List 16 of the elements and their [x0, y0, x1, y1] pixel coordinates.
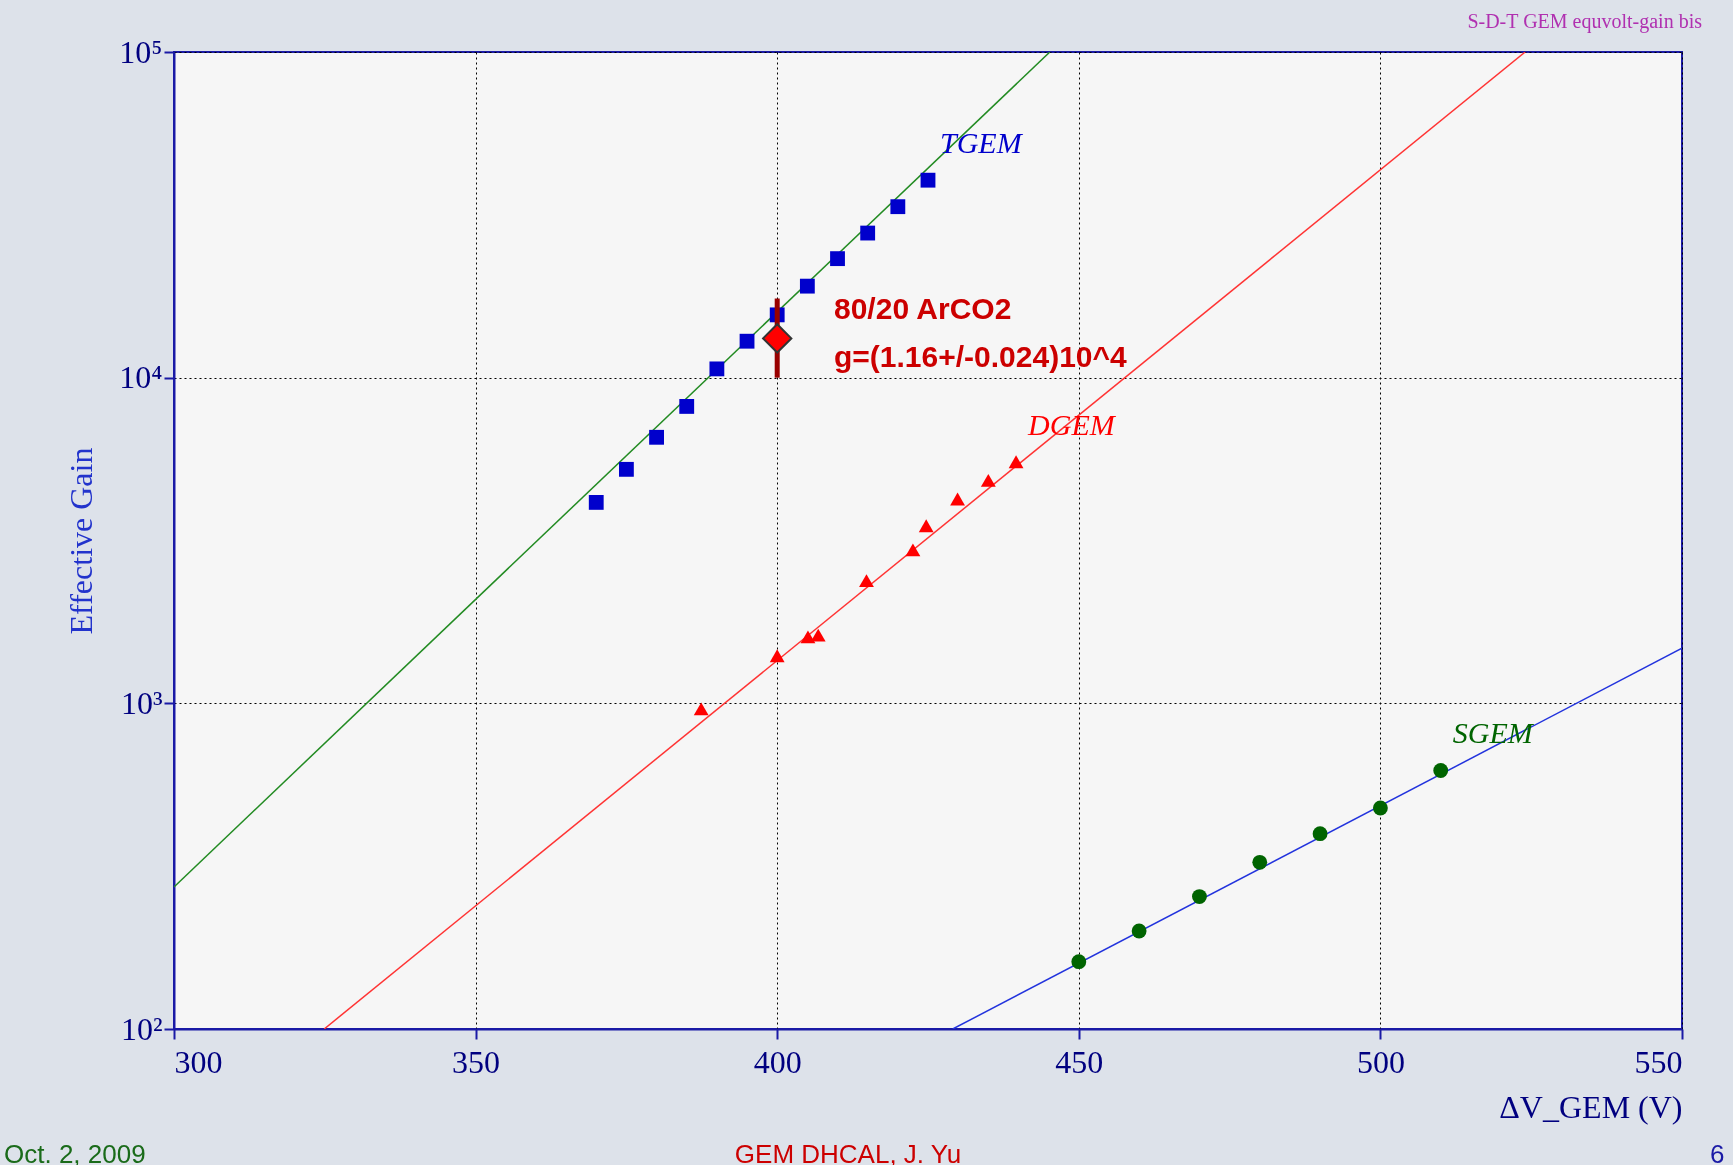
y-tick-label: 10⁴	[119, 359, 163, 396]
x-tick-label: 550	[1634, 1043, 1683, 1080]
x-tick-label: 350	[452, 1043, 501, 1080]
x-tick-label: 450	[1055, 1043, 1104, 1080]
y-axis-title: Effective Gain	[63, 447, 100, 635]
annotation: g=(1.16+/-0.024)10^4	[834, 340, 1128, 373]
x-tick-label: 300	[174, 1043, 223, 1080]
text: S-D-T GEM equvolt-gain bis	[1467, 10, 1703, 33]
y-tick-label: 10²	[120, 1010, 163, 1047]
y-tick-label: 10³	[120, 684, 163, 721]
text: 6	[1710, 1139, 1725, 1165]
x-tick-label: 400	[753, 1043, 802, 1080]
x-axis-title: ΔV_GEM (V)	[1499, 1088, 1683, 1125]
y-tick-label: 10⁵	[119, 33, 163, 70]
x-tick-label: 500	[1356, 1043, 1405, 1080]
annotation: 80/20 ArCO2	[834, 292, 1012, 325]
